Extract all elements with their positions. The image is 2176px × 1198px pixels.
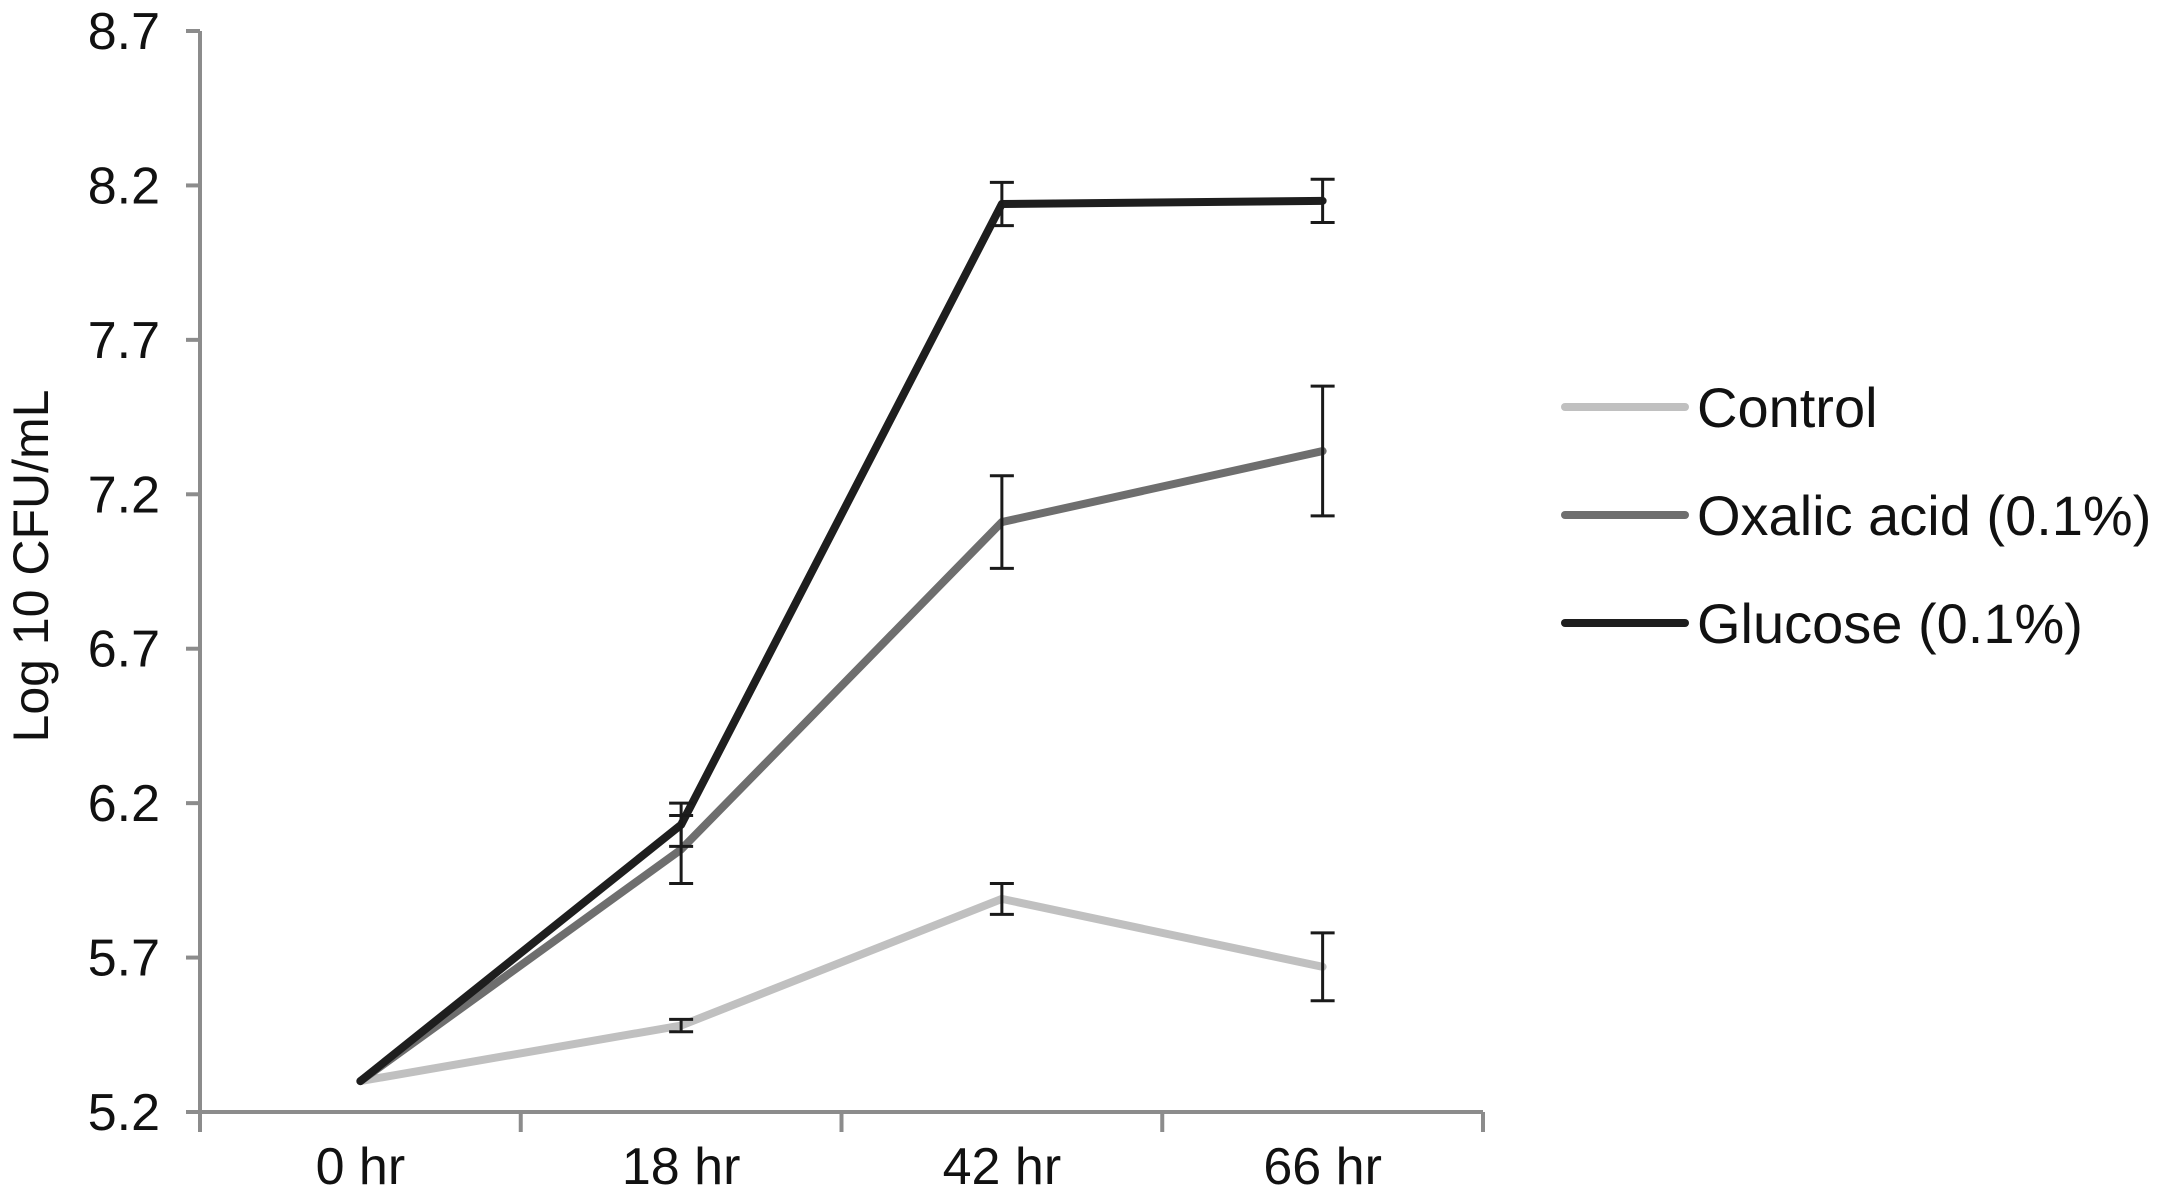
error-bar bbox=[989, 180, 1014, 228]
error-bar bbox=[1310, 931, 1335, 1003]
legend-label: Oxalic acid (0.1%) bbox=[1697, 484, 2151, 547]
error-bar bbox=[1310, 384, 1335, 518]
legend-item: Control bbox=[1561, 376, 1878, 439]
series-lines bbox=[356, 196, 1327, 1086]
x-tick-label: 66 hr bbox=[1263, 1138, 1382, 1193]
y-axis-title: Log 10 CFU/mL bbox=[3, 390, 59, 743]
error-bar bbox=[989, 881, 1014, 916]
legend-item: Glucose (0.1%) bbox=[1561, 592, 2083, 655]
legend: Control Oxalic acid (0.1%) Glucose (0.1%) bbox=[1561, 376, 2151, 655]
y-tick-label: 5.7 bbox=[88, 930, 160, 988]
error-bar bbox=[1310, 177, 1335, 224]
x-tick-label: 18 hr bbox=[622, 1138, 741, 1193]
y-tick-label: 6.7 bbox=[88, 621, 160, 679]
series-line-0 bbox=[356, 894, 1327, 1086]
y-tick-label: 5.2 bbox=[88, 1084, 160, 1142]
legend-item: Oxalic acid (0.1%) bbox=[1561, 484, 2151, 547]
y-tick-label: 8.2 bbox=[88, 157, 160, 215]
y-tick-label: 6.2 bbox=[88, 775, 160, 833]
error-bars bbox=[669, 177, 1335, 1034]
x-tick-label: 0 hr bbox=[316, 1138, 406, 1193]
legend-label: Control bbox=[1697, 376, 1878, 439]
legend-label: Glucose (0.1%) bbox=[1697, 592, 2083, 655]
y-tick-label: 7.2 bbox=[88, 466, 160, 524]
series-line-1 bbox=[356, 447, 1327, 1086]
y-tick-label: 8.7 bbox=[88, 3, 160, 61]
axes: 5.2 5.7 6.2 6.7 7.2 7.7 8.2 8.7 0 hr 18 hr 42 hr 66… bbox=[88, 3, 1485, 1196]
error-bar bbox=[669, 1017, 694, 1034]
error-bar bbox=[669, 801, 694, 848]
y-tick-label: 7.7 bbox=[88, 312, 160, 370]
series-line-2 bbox=[356, 196, 1327, 1086]
x-tick-label: 42 hr bbox=[943, 1138, 1062, 1193]
error-bar bbox=[989, 474, 1014, 570]
